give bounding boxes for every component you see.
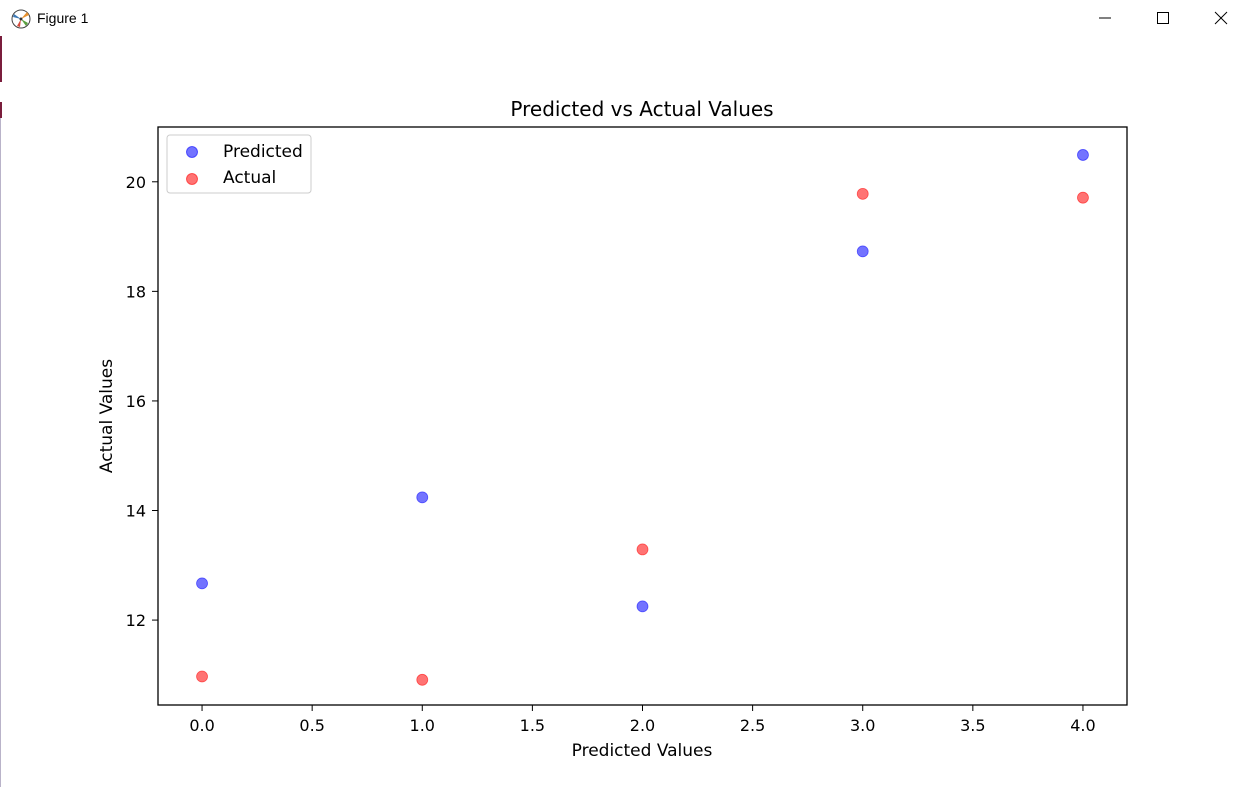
background-window-border [0,118,1,787]
maximize-button[interactable] [1134,0,1192,36]
y-tick-label: 14 [126,502,146,521]
chart-title: Predicted vs Actual Values [510,97,773,121]
minimize-button[interactable] [1076,0,1134,36]
maximize-icon [1157,12,1169,24]
minimize-icon [1099,17,1111,19]
window-title: Figure 1 [37,10,89,26]
x-tick-label: 0.0 [189,716,214,735]
plot-frame [157,126,1128,706]
background-window-edge [0,0,2,118]
legend: Predicted Actual [166,134,312,194]
close-icon [1214,11,1228,25]
y-tick-label: 20 [126,173,146,192]
y-tick-label: 18 [126,282,146,301]
x-tick-label: 1.5 [520,716,545,735]
window-titlebar[interactable]: Figure 1 [0,0,1250,36]
matplotlib-icon [10,8,32,30]
legend-box [166,134,312,194]
y-axis: 12 14 16 18 20 [126,173,158,630]
x-axis: 0.0 0.5 1.0 1.5 2.0 2.5 3.0 3.5 4.0 [189,705,1096,735]
data-point-predicted [1077,149,1089,161]
x-tick-label: 2.5 [740,716,765,735]
close-button[interactable] [1192,0,1250,36]
background-window-edge-mark [0,82,3,102]
data-point-actual [636,543,649,556]
y-axis-label: Actual Values [97,359,117,473]
x-tick-label: 0.5 [299,716,324,735]
plot-area [158,127,1127,705]
x-tick-label: 1.0 [410,716,435,735]
figure-canvas: Predicted vs Actual Values 0.0 0.5 1.0 1.5 2… [0,36,1250,787]
x-tick-label: 4.0 [1070,716,1095,735]
data-point-actual [416,673,429,686]
data-point-predicted [636,600,649,613]
data-point-actual [196,670,208,683]
legend-marker-predicted [186,146,198,158]
x-tick-label: 3.5 [960,716,985,735]
data-point-predicted [856,245,869,258]
data-points [196,149,1089,686]
legend-label-actual: Actual [223,168,276,188]
y-tick-label: 12 [126,611,146,630]
y-tick-label: 16 [126,392,146,411]
data-point-actual [1077,191,1089,204]
x-tick-label: 2.0 [630,716,655,735]
chart: Predicted vs Actual Values 0.0 0.5 1.0 1.5 2… [97,97,1128,761]
data-point-predicted [416,491,429,504]
legend-marker-actual [186,173,198,185]
data-point-predicted [196,577,208,590]
data-point-actual [856,187,869,200]
x-axis-label: Predicted Values [572,741,713,761]
legend-label-predicted: Predicted [223,142,303,162]
x-tick-label: 3.0 [850,716,875,735]
